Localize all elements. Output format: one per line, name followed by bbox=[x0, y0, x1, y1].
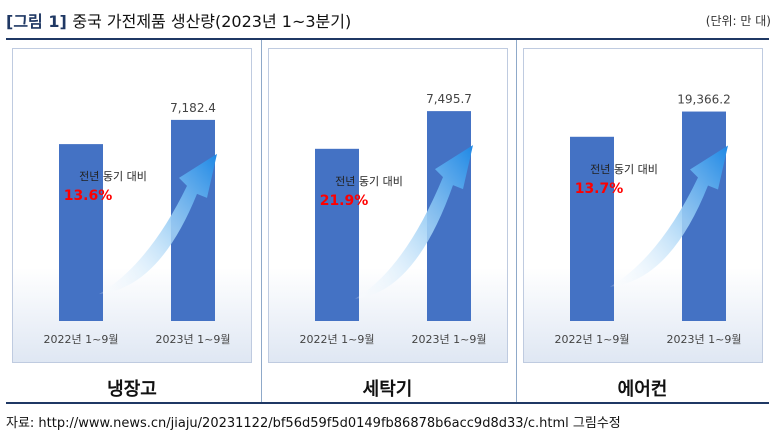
data-label: 7,182.4 bbox=[170, 101, 216, 115]
x-tick-label: 2022년 1~9월 bbox=[555, 333, 630, 346]
chart-frame: 2022년 1~9월 2023년 1~9월 7,182.4 전년 동기 대비 13.6%… bbox=[6, 38, 769, 404]
panel-air-conditioner: 2022년 1~9월 2023년 1~9월 19,366.2 전년 동기 대비 13.7… bbox=[516, 40, 768, 402]
bar bbox=[570, 136, 614, 321]
growth-rate: 13.7% bbox=[575, 181, 624, 197]
bar bbox=[315, 148, 359, 321]
growth-arrow bbox=[610, 145, 728, 287]
unit-label: (단위: 만 대) bbox=[705, 14, 771, 28]
figure-title-text: 중국 가전제품 생산량(2023년 1~3분기) bbox=[72, 12, 352, 31]
bar-chart-air-conditioner: 2022년 1~9월 2023년 1~9월 19,366.2 전년 동기 대비 13.7… bbox=[555, 93, 742, 346]
figure-header: [그림 1] 중국 가전제품 생산량(2023년 1~3분기) (단위: 만 대… bbox=[6, 6, 771, 32]
growth-rate: 13.6% bbox=[64, 188, 113, 204]
annotation-label: 전년 동기 대비 bbox=[79, 170, 147, 183]
figure-title: [그림 1] 중국 가전제품 생산량(2023년 1~3분기) bbox=[6, 8, 351, 32]
bar-chart-washing-machine: 2022년 1~9월 2023년 1~9월 7,495.7 전년 동기 대비 21.9% bbox=[300, 92, 487, 346]
growth-arrow bbox=[355, 145, 473, 299]
data-label: 19,366.2 bbox=[677, 93, 730, 107]
growth-rate: 21.9% bbox=[320, 193, 369, 209]
panel-refrigerator: 2022년 1~9월 2023년 1~9월 7,182.4 전년 동기 대비 13.6%… bbox=[6, 40, 258, 402]
growth-arrow bbox=[99, 153, 217, 295]
x-tick-label: 2022년 1~9월 bbox=[300, 333, 375, 346]
data-label: 7,495.7 bbox=[426, 92, 472, 106]
annotation-label: 전년 동기 대비 bbox=[335, 175, 403, 188]
panel-title: 냉장고 bbox=[107, 379, 157, 400]
bar-chart-refrigerator: 2022년 1~9월 2023년 1~9월 7,182.4 전년 동기 대비 13.6% bbox=[44, 101, 231, 346]
x-tick-label: 2023년 1~9월 bbox=[156, 333, 231, 346]
source-note: 자료: http://www.news.cn/jiaju/20231122/bf… bbox=[6, 416, 621, 431]
panel-title: 세탁기 bbox=[362, 379, 413, 400]
x-tick-label: 2022년 1~9월 bbox=[44, 333, 119, 346]
chart-card: 2022년 1~9월 2023년 1~9월 7,182.4 전년 동기 대비 13.6% bbox=[12, 48, 252, 363]
x-tick-label: 2023년 1~9월 bbox=[667, 333, 742, 346]
chart-card: 2022년 1~9월 2023년 1~9월 7,495.7 전년 동기 대비 21.9% bbox=[268, 48, 508, 363]
x-tick-label: 2023년 1~9월 bbox=[412, 333, 487, 346]
panel-title: 에어컨 bbox=[617, 379, 668, 400]
bar bbox=[59, 144, 103, 321]
figure-label: [그림 1] bbox=[6, 12, 67, 31]
chart-card: 2022년 1~9월 2023년 1~9월 19,366.2 전년 동기 대비 13.7… bbox=[523, 48, 763, 363]
panel-washing-machine: 2022년 1~9월 2023년 1~9월 7,495.7 전년 동기 대비 21.9%… bbox=[261, 40, 513, 402]
annotation-label: 전년 동기 대비 bbox=[590, 163, 658, 176]
